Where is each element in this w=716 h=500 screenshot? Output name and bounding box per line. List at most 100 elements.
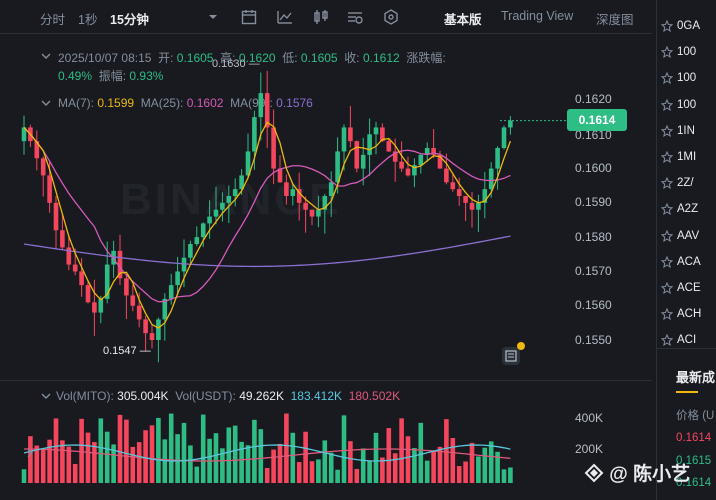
volume-bar xyxy=(85,432,91,483)
volume-bar xyxy=(156,417,161,483)
line-chart-icon[interactable] xyxy=(276,8,294,26)
market-pair-row[interactable]: 100 xyxy=(661,98,696,111)
market-pair-row[interactable]: 2Z/ xyxy=(661,177,694,190)
volume-tick: 200K xyxy=(575,442,604,456)
volume-bar xyxy=(188,445,193,483)
market-pair-row[interactable]: ACI xyxy=(661,334,696,347)
candle-body xyxy=(149,333,155,340)
vol-usdt-label: Vol(USDT): xyxy=(175,389,236,403)
star-icon[interactable] xyxy=(661,255,673,268)
volume-bar xyxy=(252,419,257,483)
volume-bar xyxy=(392,453,398,483)
candle-body xyxy=(92,302,97,313)
change-label: 涨跌幅: xyxy=(406,51,446,65)
volume-bar xyxy=(117,414,123,483)
star-icon[interactable] xyxy=(661,229,673,242)
pair-name: 1IN xyxy=(677,124,695,137)
chart-widget-button[interactable] xyxy=(502,342,525,365)
vol-ma2-value: 180.502K xyxy=(348,389,401,403)
volume-bar xyxy=(482,447,488,483)
candle-body xyxy=(258,93,264,118)
star-icon[interactable] xyxy=(661,177,673,190)
candle-body xyxy=(213,209,219,217)
candle-body xyxy=(488,168,494,190)
star-icon[interactable] xyxy=(661,308,673,321)
star-icon[interactable] xyxy=(661,72,673,85)
pair-name: ACA xyxy=(677,255,701,268)
candle-body xyxy=(245,151,251,176)
calendar-icon[interactable] xyxy=(240,8,258,26)
candle-body xyxy=(21,127,27,142)
candle-body xyxy=(322,196,328,210)
tab-interval-1s[interactable]: 1秒 xyxy=(78,13,98,27)
market-pair-row[interactable]: ACE xyxy=(661,282,701,294)
low-marker: 0.1547 — xyxy=(103,345,151,357)
tab-depth-chart[interactable]: 深度图 xyxy=(596,13,634,27)
vol-collapse-chevron-icon[interactable] xyxy=(40,390,52,402)
star-icon[interactable] xyxy=(661,124,673,137)
volume-bar xyxy=(508,467,513,483)
collapse-chevron-icon[interactable] xyxy=(40,50,52,62)
star-icon[interactable] xyxy=(661,151,673,163)
volume-bar xyxy=(226,427,232,483)
market-pair-row[interactable]: 1MI xyxy=(661,151,696,163)
volume-bar xyxy=(104,431,110,483)
chevron-down-icon[interactable] xyxy=(206,10,220,24)
candle-body xyxy=(424,148,430,155)
candle-body xyxy=(456,189,462,196)
vol-usdt-value: 49.262K xyxy=(239,389,284,403)
candle-body xyxy=(303,202,308,210)
volume-bar xyxy=(386,428,392,483)
star-icon[interactable] xyxy=(661,98,673,111)
pane-divider[interactable] xyxy=(0,380,652,381)
volume-bar xyxy=(341,415,347,483)
volume-bar xyxy=(175,434,180,483)
volume-bar xyxy=(309,461,315,483)
star-icon[interactable] xyxy=(661,282,673,294)
news-icon xyxy=(505,350,517,362)
market-list-panel: 0GA 100 100 100 1IN 1MI 2Z/A2Z AAV ACA ACE ACH ACI … xyxy=(656,0,716,500)
tab-time-sharing[interactable]: 分时 xyxy=(40,13,66,27)
tab-basic-view[interactable]: 基本版 xyxy=(444,13,482,27)
tab-tradingview[interactable]: Trading View xyxy=(501,9,574,23)
volume-bar xyxy=(316,459,321,483)
candle-body xyxy=(360,154,366,169)
market-pair-row[interactable]: 100 xyxy=(661,72,696,85)
volume-bar xyxy=(92,442,97,483)
tab-interval-15m[interactable]: 15分钟 xyxy=(110,13,149,27)
candle-body xyxy=(53,202,59,231)
candle-body xyxy=(181,257,187,272)
ma-collapse-chevron-icon[interactable] xyxy=(40,97,52,109)
candle-body xyxy=(188,244,193,258)
market-pair-row[interactable]: ACA xyxy=(661,255,701,268)
volume-bar xyxy=(149,425,155,483)
ma99-line xyxy=(23,235,511,268)
volume-chart[interactable] xyxy=(0,400,570,500)
indicator-settings-icon[interactable] xyxy=(346,8,364,26)
recent-trades-title[interactable]: 最新成 xyxy=(676,370,716,385)
candle-body xyxy=(79,271,84,286)
candle-body xyxy=(418,154,424,166)
candle-body xyxy=(47,175,52,203)
candlestick-icon[interactable] xyxy=(312,8,330,26)
volume-bar xyxy=(450,438,456,483)
market-pair-row[interactable]: 1IN xyxy=(661,124,695,137)
market-pair-row[interactable]: 100 xyxy=(661,46,696,59)
market-pair-row[interactable]: 0GA xyxy=(661,20,700,32)
market-pair-row[interactable]: AAV xyxy=(661,229,699,242)
hexagon-settings-icon[interactable] xyxy=(382,8,400,26)
market-pair-row[interactable]: A2Z xyxy=(661,203,698,216)
star-icon[interactable] xyxy=(661,20,673,32)
market-pair-row[interactable]: ACH xyxy=(661,308,701,321)
star-icon[interactable] xyxy=(661,203,673,216)
volume-bar xyxy=(98,418,104,483)
scroll-left-icon[interactable] xyxy=(25,447,35,459)
high-value: 0.1620 xyxy=(238,51,276,65)
ma25-label: MA(25): xyxy=(140,96,184,110)
star-icon[interactable] xyxy=(661,46,673,59)
volume-bar xyxy=(40,449,46,483)
price-chart[interactable] xyxy=(0,40,570,380)
volume-bar xyxy=(72,464,78,483)
star-icon[interactable] xyxy=(661,334,673,347)
candle-body xyxy=(501,127,507,148)
